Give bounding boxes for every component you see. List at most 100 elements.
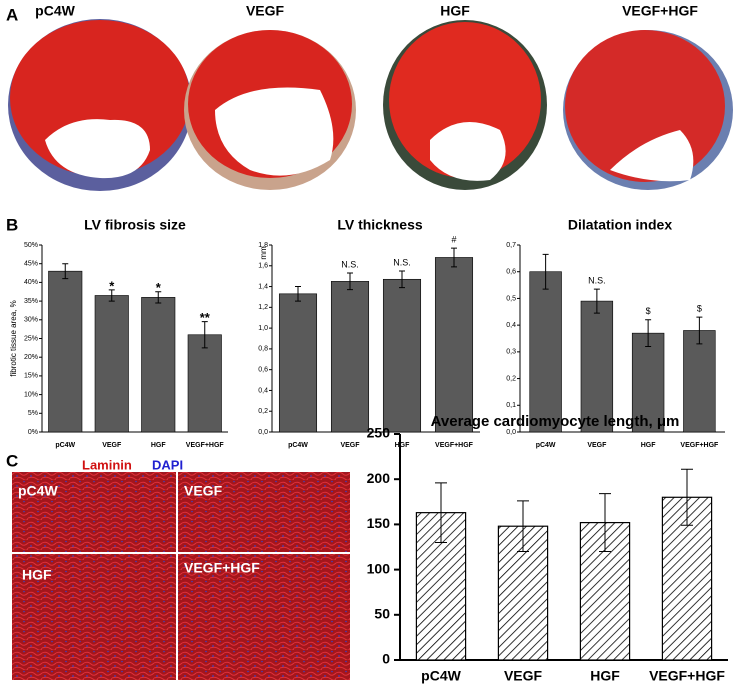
significance-label: # [451,234,456,244]
bar [434,257,474,433]
significance-label: ** [200,310,211,325]
stain-label: Laminin [82,457,132,472]
error-bar [108,289,115,302]
micrograph-label: HGF [22,567,52,583]
panel-label: B [6,215,18,234]
section-label: HGF [440,3,470,19]
error-bar [599,493,611,553]
y-tick-label: 1,8 [258,242,268,249]
bar [278,293,318,433]
chart-title: Dilatation index [568,217,672,233]
error-bar [347,272,353,291]
x-tick-label: HGF [151,442,167,449]
y-tick-label: 0,3 [506,349,516,356]
y-tick-label: 250 [367,425,391,441]
x-tick-label: HGF [395,442,411,449]
y-tick-label: 0,2 [506,375,516,382]
micrograph-label: VEGF [184,483,223,499]
y-tick-label: 0 [382,651,390,667]
error-bar [435,482,447,543]
bar [48,270,83,433]
error-bar [399,270,405,289]
x-tick-label: VEGF+HGF [186,442,225,449]
significance-label: * [109,278,115,293]
bar [330,281,370,433]
y-tick-label: 0,1 [506,402,516,409]
x-tick-label: pC4W [421,668,461,684]
error-bar [451,247,457,268]
error-bar [645,319,652,348]
bar [382,278,422,433]
chart-title: LV thickness [337,217,423,233]
error-bar [593,288,600,314]
significance-label: N.S. [588,275,606,285]
bar [187,334,222,433]
error-bar [155,291,162,304]
bar [141,297,176,433]
y-tick-label: 50 [374,606,390,622]
section-label: VEGF+HGF [622,3,698,19]
y-tick-label: 25% [24,335,38,342]
x-tick-label: pC4W [536,442,556,449]
y-tick-label: 35% [24,298,38,305]
error-bar [542,253,549,290]
significance-label: $ [697,304,702,314]
bar [631,332,665,433]
y-tick-label: 45% [24,261,38,268]
section-label: VEGF [246,3,285,19]
bar [580,300,614,433]
y-tick-label: 0% [28,429,38,436]
y-tick-label: 1,0 [258,325,268,332]
y-tick-label: 100 [367,560,391,576]
y-axis-label: mm [259,246,268,260]
y-tick-label: 0,6 [258,367,268,374]
y-tick-label: 200 [367,470,391,486]
y-tick-label: 0,4 [258,387,268,394]
panel-label: A [6,5,18,24]
error-bar [295,286,301,302]
panel-label: C [6,451,18,470]
y-tick-label: 0,8 [258,346,268,353]
error-bar [517,500,529,553]
x-tick-label: VEGF [340,442,360,449]
y-tick-label: 0,6 [506,269,516,276]
x-tick-label: VEGF+HGF [649,668,725,684]
significance-label: * [156,280,162,295]
x-tick-label: VEGF [102,442,122,449]
y-tick-label: 0,2 [258,408,268,415]
error-bar [62,263,69,280]
heart-sections [8,19,733,191]
x-tick-label: HGF [641,442,657,449]
x-tick-label: VEGF [587,442,607,449]
micrograph-label: VEGF+HGF [184,560,260,576]
y-tick-label: 10% [24,391,38,398]
y-tick-label: 0,7 [506,242,516,249]
y-tick-label: 5% [28,410,38,417]
micrographs [12,472,350,680]
y-tick-label: 20% [24,354,38,361]
x-tick-label: VEGF [504,668,543,684]
y-tick-label: 150 [367,515,391,531]
bar [529,271,562,433]
significance-label: N.S. [341,259,359,269]
significance-label: $ [646,306,651,316]
y-tick-label: 0,0 [258,429,268,436]
error-bar [696,316,703,345]
y-tick-label: 40% [24,279,38,286]
error-bar [201,321,208,349]
chart-title: Average cardiomyocyte length, μm [431,413,680,430]
section-label: pC4W [35,3,75,19]
y-tick-label: 1,4 [258,283,268,290]
y-tick-label: 15% [24,373,38,380]
x-tick-label: pC4W [55,442,75,449]
y-tick-label: 0,5 [506,295,516,302]
micrograph-label: pC4W [18,483,58,499]
bar [94,295,129,433]
chart-title: LV fibrosis size [84,217,186,233]
y-tick-label: 1,2 [258,304,268,311]
bar [683,330,716,433]
x-tick-label: HGF [590,668,620,684]
y-tick-label: 0,4 [506,322,516,329]
y-tick-label: 50% [24,242,38,249]
